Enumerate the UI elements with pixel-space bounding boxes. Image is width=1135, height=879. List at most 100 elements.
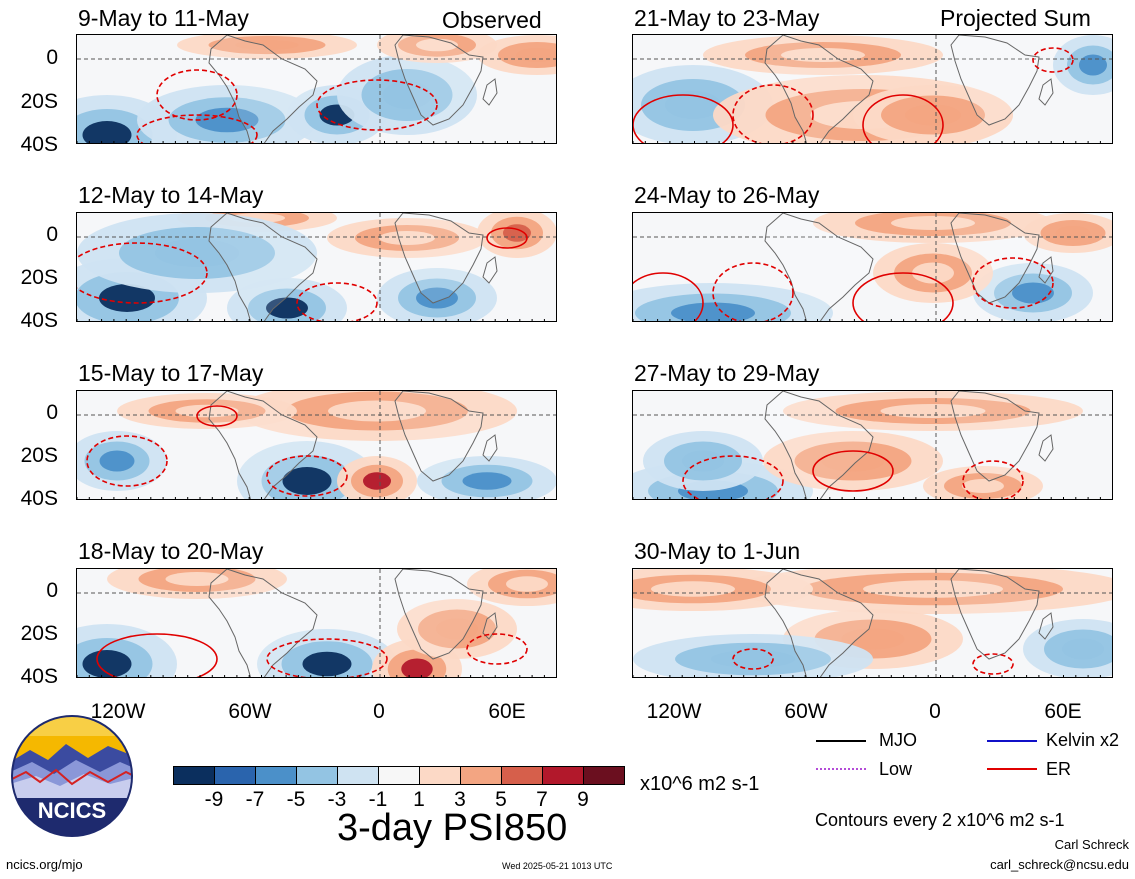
er-contour	[962, 460, 1024, 499]
legend-line-mjo	[816, 740, 866, 742]
er-contour	[633, 94, 734, 143]
ncics-logo: NCICS	[10, 714, 134, 838]
map-panel-right-2	[632, 212, 1113, 322]
footer-site: ncics.org/mjo	[6, 857, 83, 872]
y-tick-label: 20S	[20, 90, 58, 113]
coastline	[208, 35, 318, 143]
legend-line-low	[816, 768, 866, 770]
er-contour	[812, 450, 894, 492]
anomaly-shading	[682, 450, 724, 472]
er-contour	[196, 405, 238, 427]
map-panel-left-4	[76, 568, 557, 678]
x-tick-label: 0	[929, 700, 941, 723]
map-panel-right-3	[632, 390, 1113, 500]
colorbar-tick: -1	[368, 788, 388, 811]
er-contour	[732, 84, 814, 143]
colorbar-swatch	[378, 766, 420, 785]
er-contour	[77, 242, 208, 304]
coastline	[482, 434, 498, 462]
anomaly-shading	[175, 404, 239, 418]
map-panel-svg	[77, 569, 556, 677]
contours-note: Contours every 2 x10^6 m2 s-1	[815, 810, 1065, 830]
er-contour	[682, 455, 784, 499]
colorbar-tick: 9	[577, 788, 589, 811]
y-tick-label: 0	[46, 46, 58, 69]
er-contour	[156, 69, 238, 121]
er-contour	[486, 227, 528, 249]
er-contour	[266, 638, 388, 677]
y-tick-label: 0	[46, 401, 58, 424]
y-tick-label: 20S	[20, 622, 58, 645]
map-panel-svg	[633, 35, 1112, 143]
legend-label-er: ER	[1046, 759, 1072, 779]
map-panel-left-3	[76, 390, 557, 500]
panel-title-right-2: 24-May to 26-May	[634, 182, 820, 208]
y-tick-label: 40S	[20, 309, 58, 332]
anomaly-shading	[379, 231, 435, 245]
colorbar-swatch	[583, 766, 625, 785]
er-contour	[862, 94, 944, 143]
anomaly-shading	[99, 284, 155, 312]
anomaly-shading	[711, 650, 795, 668]
colorbar-swatch	[542, 766, 584, 785]
anomaly-shading	[821, 450, 885, 472]
coastline	[394, 569, 484, 660]
coastline	[394, 213, 484, 304]
figure-title: 3-day PSI850	[337, 807, 568, 849]
anomaly-shading	[328, 400, 426, 422]
projected-sum-label: Projected Sum	[940, 5, 1091, 31]
map-panel-svg	[633, 391, 1112, 499]
y-tick-label: 40S	[20, 665, 58, 688]
anomaly-shading	[841, 628, 905, 650]
coastline	[1038, 78, 1054, 106]
anomaly-shading	[1062, 638, 1104, 660]
er-contour	[316, 79, 438, 131]
anomaly-shading	[416, 287, 458, 309]
map-panel-svg	[633, 213, 1112, 321]
colorbar-tick: -9	[204, 788, 224, 811]
coastline	[764, 35, 874, 143]
er-contour	[296, 282, 378, 321]
anomaly-shading	[282, 467, 332, 495]
anomaly-shading	[165, 572, 229, 586]
colorbar-swatch	[173, 766, 215, 785]
colorbar-swatch	[337, 766, 379, 785]
coastline	[208, 213, 318, 321]
coastline	[394, 391, 484, 482]
anomaly-shading	[302, 651, 352, 677]
anomaly-shading	[462, 472, 512, 490]
er-contour	[266, 455, 348, 497]
er-contour	[96, 633, 218, 677]
coastline	[950, 391, 1040, 482]
anomaly-shading	[82, 650, 132, 677]
map-panel-left-1	[76, 34, 557, 144]
anomaly-shading	[912, 262, 954, 284]
legend-line-er	[987, 768, 1037, 770]
footer-author: Carl Schreck	[1054, 837, 1129, 852]
panel-title-left-3: 15-May to 17-May	[78, 360, 264, 386]
coastline	[950, 35, 1040, 126]
coastline	[950, 569, 1040, 660]
er-contour	[86, 435, 168, 487]
coastline	[208, 569, 318, 677]
y-tick-label: 40S	[20, 487, 58, 510]
colorbar-swatch	[296, 766, 338, 785]
coastline	[482, 612, 498, 640]
coastline	[394, 35, 484, 126]
anomaly-shading	[1012, 282, 1054, 304]
anomaly-shading	[516, 48, 556, 62]
logo-text: NCICS	[38, 798, 106, 823]
coastline	[764, 569, 874, 677]
er-contour	[136, 114, 258, 143]
coastline	[1038, 612, 1054, 640]
colorbar-tick: -5	[286, 788, 306, 811]
panel-title-right-3: 27-May to 29-May	[634, 360, 820, 386]
footer-timestamp: Wed 2025-05-21 1013 UTC	[502, 861, 613, 871]
er-contour	[712, 262, 794, 321]
map-panel-right-1	[632, 34, 1113, 144]
er-contour	[852, 272, 954, 321]
colorbar-swatch	[460, 766, 502, 785]
map-panel-svg	[77, 213, 556, 321]
anomaly-shading	[82, 121, 132, 143]
x-tick-label: 60W	[228, 700, 272, 723]
